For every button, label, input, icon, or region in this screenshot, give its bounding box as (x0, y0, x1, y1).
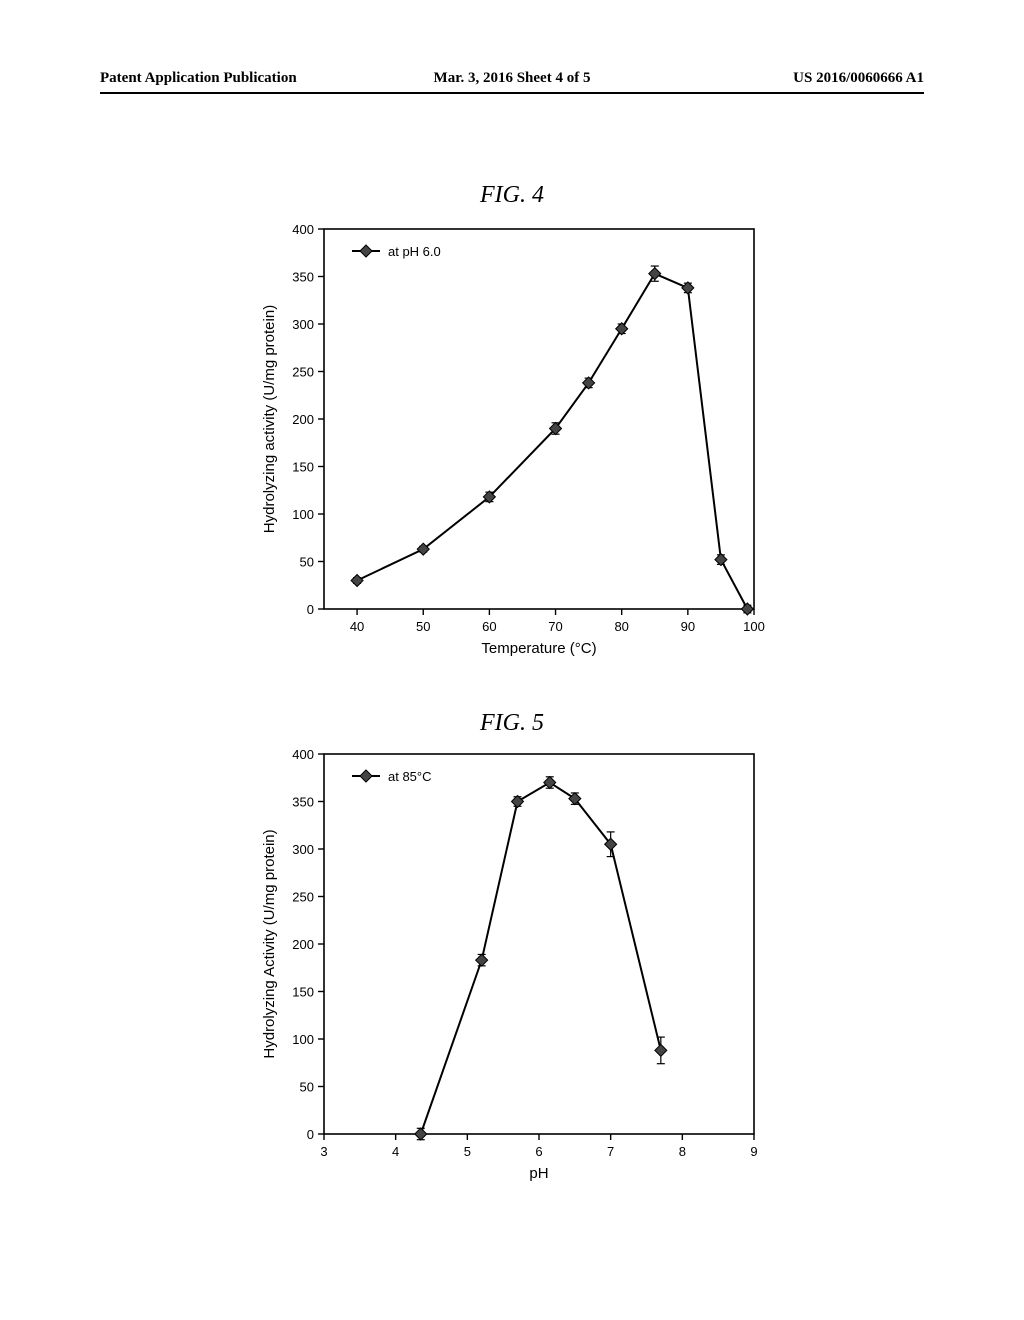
svg-text:4: 4 (392, 1144, 399, 1159)
svg-text:250: 250 (292, 890, 314, 905)
svg-text:80: 80 (614, 619, 628, 634)
svg-text:350: 350 (292, 270, 314, 285)
svg-text:Hydrolyzing Activity (U/mg pro: Hydrolyzing Activity (U/mg protein) (261, 829, 278, 1058)
svg-text:200: 200 (292, 412, 314, 427)
svg-text:100: 100 (292, 507, 314, 522)
svg-text:50: 50 (300, 555, 314, 570)
svg-text:0: 0 (307, 602, 314, 617)
svg-text:at 85°C: at 85°C (388, 769, 432, 784)
svg-text:200: 200 (292, 937, 314, 952)
fig5-svg: 3 4 5 6 7 8 9 0 50 100 150 200 250 300 350 400 pH Hydroly… (252, 740, 772, 1196)
svg-text:3: 3 (320, 1144, 327, 1159)
fig4-title: FIG. 4 (0, 182, 1024, 209)
header-right: US 2016/0060666 A1 (649, 70, 924, 87)
svg-text:8: 8 (679, 1144, 686, 1159)
header-rule (100, 92, 924, 94)
svg-text:90: 90 (681, 619, 695, 634)
svg-text:Hydrolyzing activity (U/mg pro: Hydrolyzing activity (U/mg protein) (261, 305, 278, 533)
svg-text:70: 70 (548, 619, 562, 634)
svg-text:5: 5 (464, 1144, 471, 1159)
page-header: Patent Application Publication Mar. 3, 2… (100, 70, 924, 87)
svg-text:100: 100 (292, 1032, 314, 1047)
svg-text:100: 100 (743, 619, 765, 634)
fig4-chart: 40 50 60 70 80 90 100 0 50 100 150 200 250 300 350 400 T… (252, 215, 772, 671)
svg-text:400: 400 (292, 222, 314, 237)
svg-text:pH: pH (529, 1165, 548, 1182)
fig4-svg: 40 50 60 70 80 90 100 0 50 100 150 200 250 300 350 400 T… (252, 215, 772, 671)
svg-text:7: 7 (607, 1144, 614, 1159)
svg-text:350: 350 (292, 795, 314, 810)
svg-text:6: 6 (535, 1144, 542, 1159)
svg-text:50: 50 (300, 1080, 314, 1095)
svg-text:0: 0 (307, 1127, 314, 1142)
svg-text:400: 400 (292, 747, 314, 762)
svg-text:150: 150 (292, 460, 314, 475)
svg-text:40: 40 (350, 619, 364, 634)
header-left: Patent Application Publication (100, 70, 375, 87)
svg-text:250: 250 (292, 365, 314, 380)
svg-text:at pH 6.0: at pH 6.0 (388, 244, 441, 259)
header-mid: Mar. 3, 2016 Sheet 4 of 5 (375, 70, 650, 87)
fig5-title: FIG. 5 (0, 710, 1024, 737)
svg-text:150: 150 (292, 985, 314, 1000)
svg-text:9: 9 (750, 1144, 757, 1159)
svg-text:300: 300 (292, 842, 314, 857)
svg-text:300: 300 (292, 317, 314, 332)
svg-text:50: 50 (416, 619, 430, 634)
svg-text:60: 60 (482, 619, 496, 634)
svg-text:Temperature (°C): Temperature (°C) (481, 640, 596, 657)
fig5-chart: 3 4 5 6 7 8 9 0 50 100 150 200 250 300 350 400 pH Hydroly… (252, 740, 772, 1196)
